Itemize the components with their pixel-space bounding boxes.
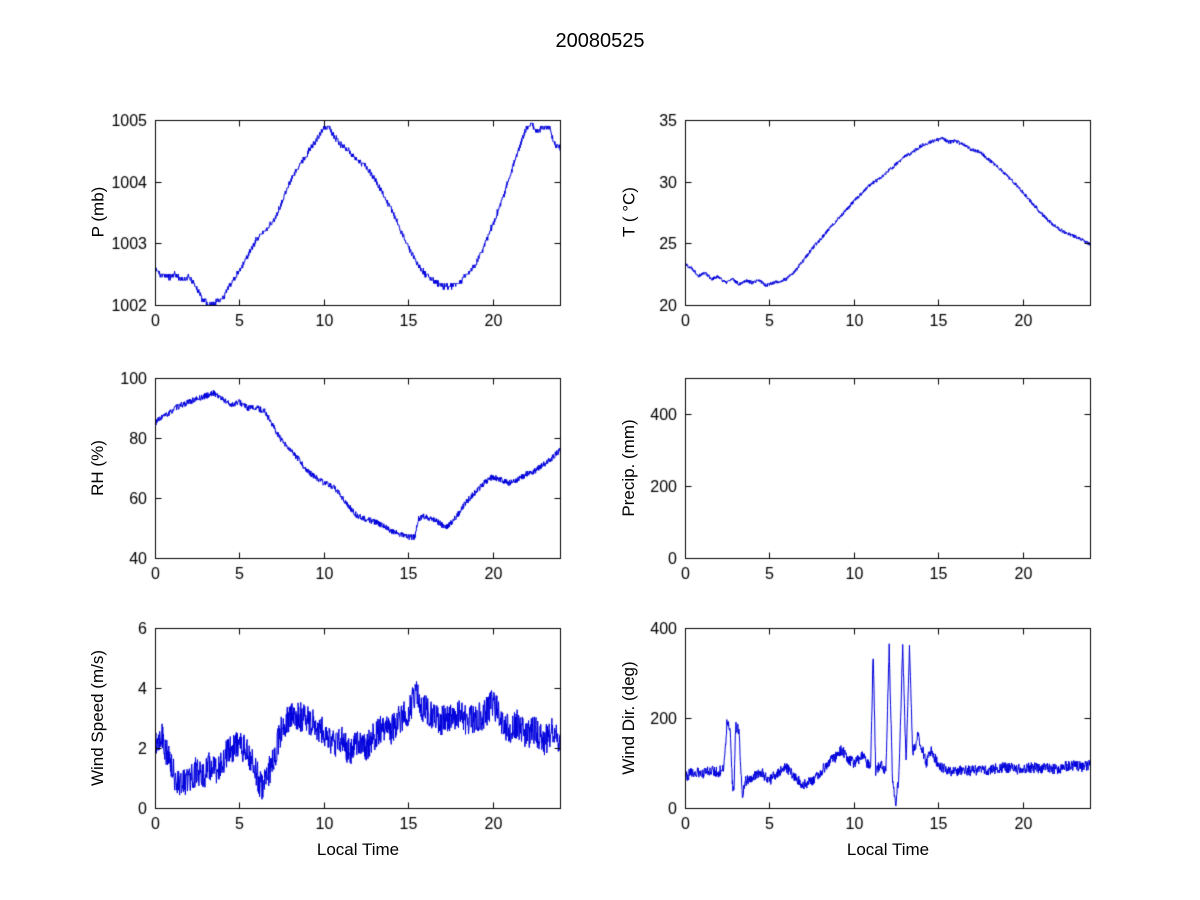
ylabel-wind-direction: Wind Dir. (deg) <box>619 661 638 775</box>
xlabel-wind-direction: Local Time <box>846 840 930 859</box>
ylabel-temperature: T ( °C) <box>619 187 639 237</box>
figure-title: 20080525 <box>555 30 645 52</box>
xlabel-wind-speed: Local Time <box>316 840 400 859</box>
ylabel-wind-speed: Wind Speed (m/s) <box>88 649 107 787</box>
ylabel-humidity: RH (%) <box>88 440 107 496</box>
ylabel-pressure: P (mb) <box>88 186 108 238</box>
ylabel-precipitation: Precip. (mm) <box>619 419 638 517</box>
